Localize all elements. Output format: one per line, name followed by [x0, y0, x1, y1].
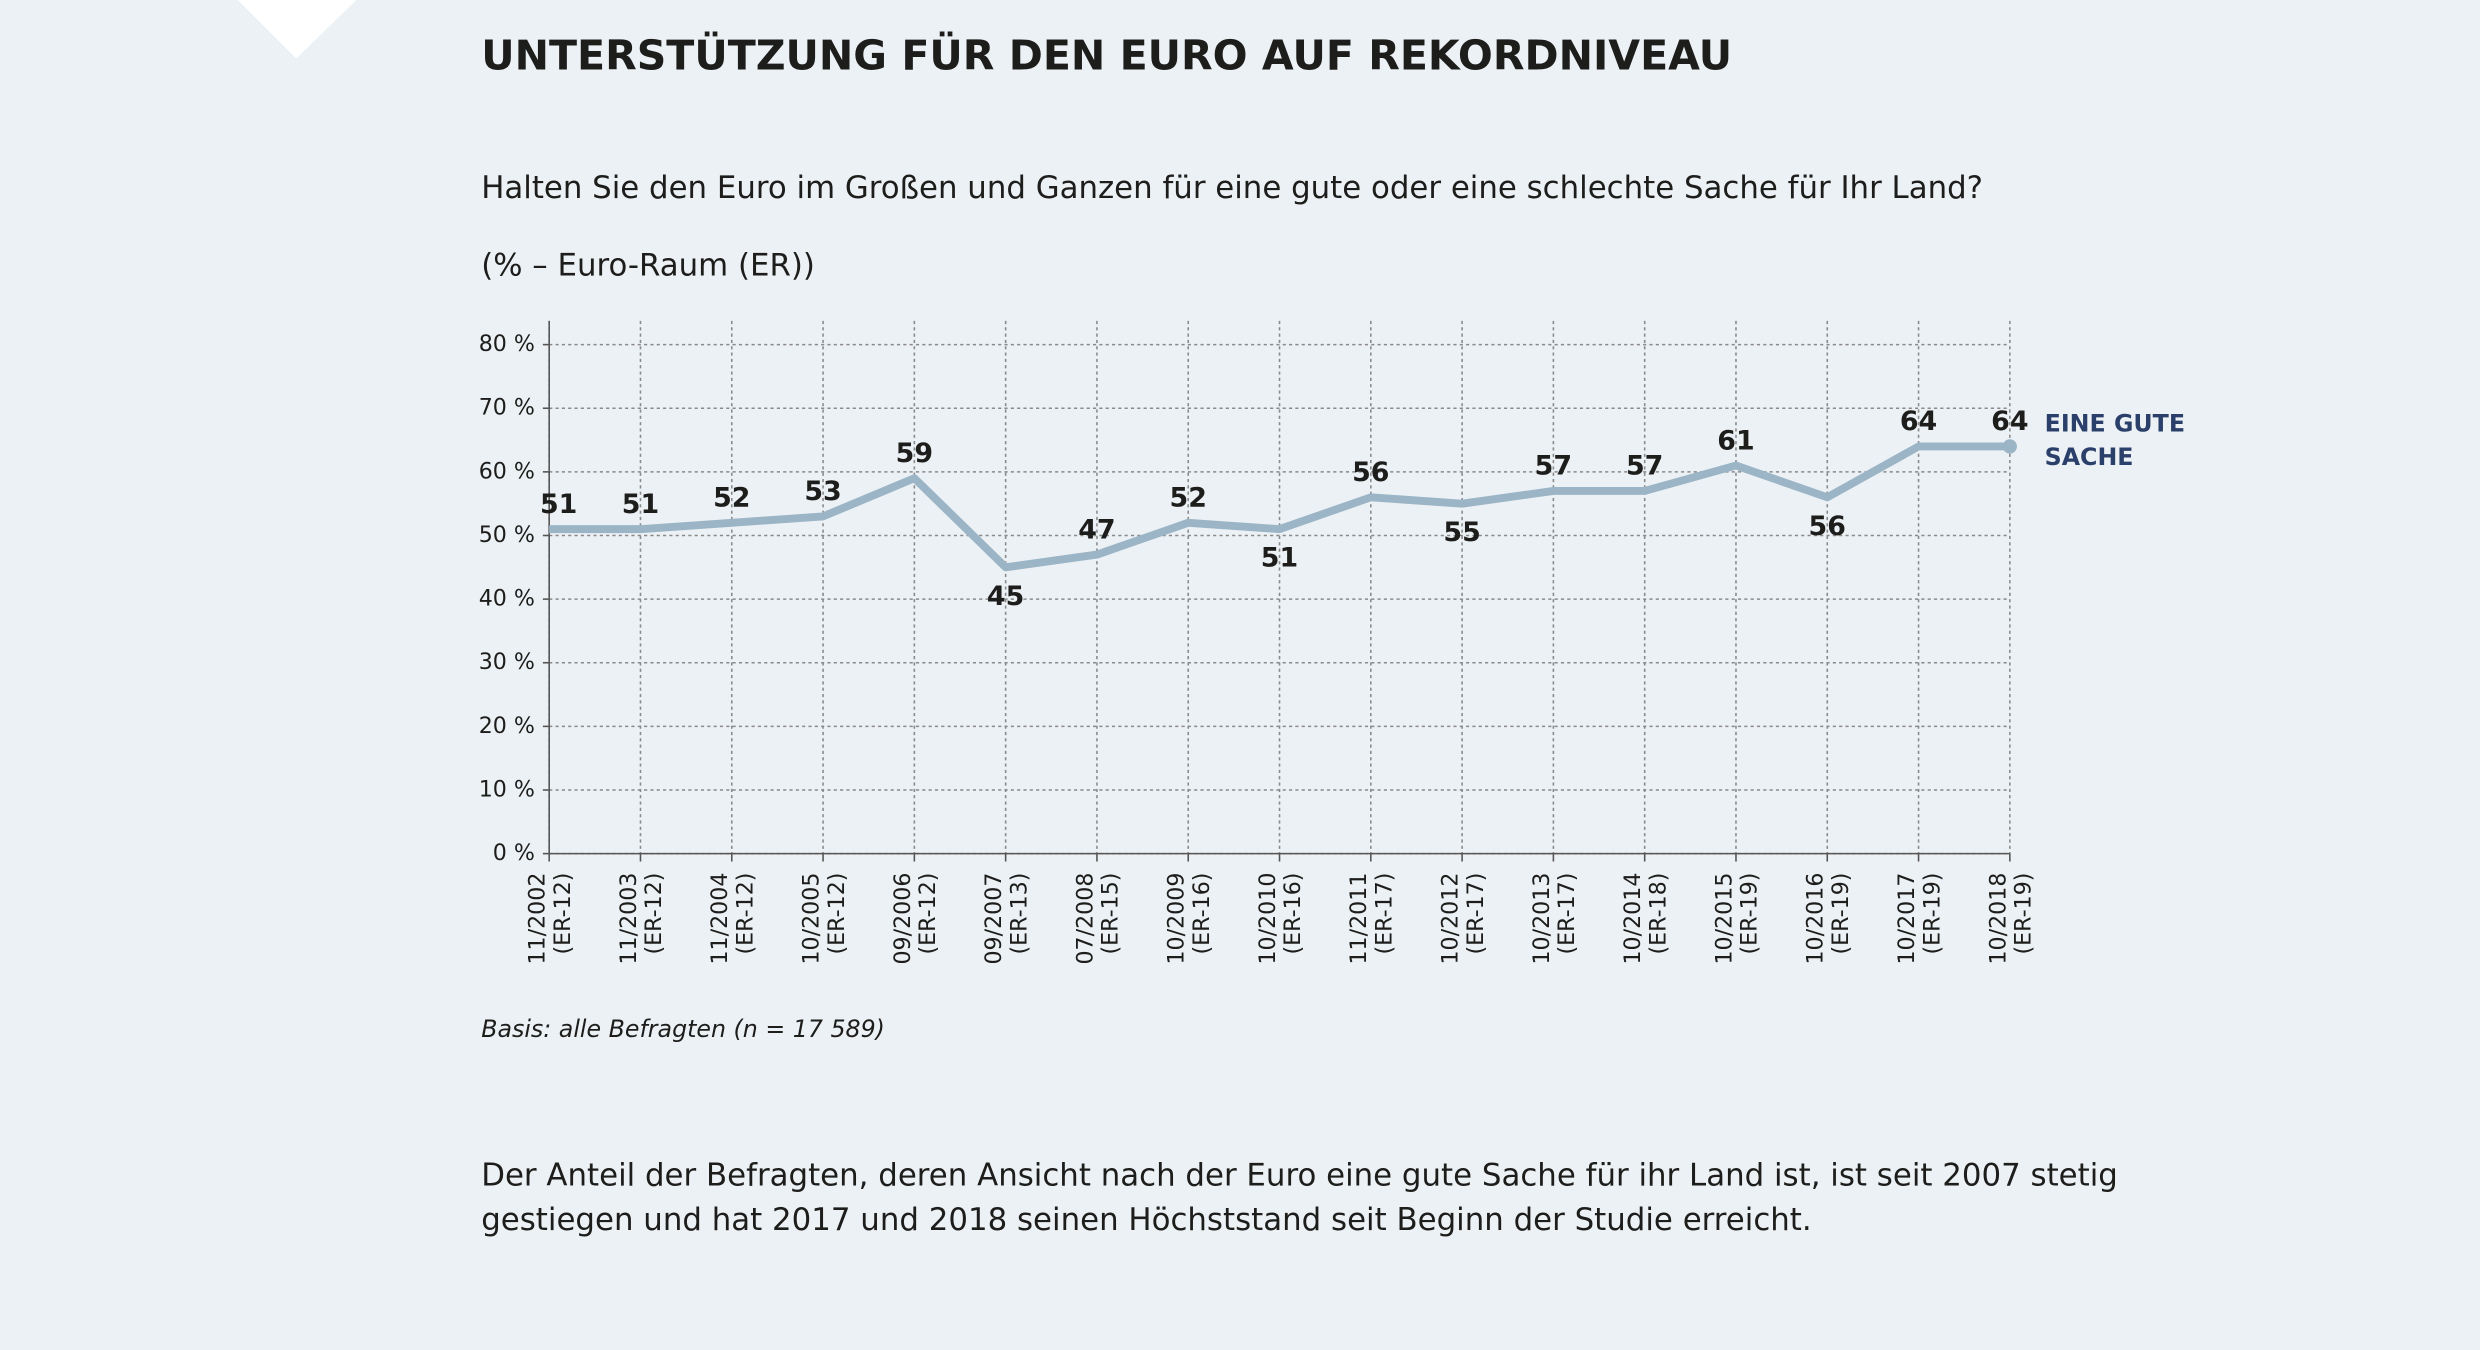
x-tick-label-line: (ER-18) — [1645, 873, 1671, 955]
data-label: 57 — [1535, 451, 1572, 482]
x-tick-label-line: (ER-16) — [1280, 873, 1306, 955]
unit-label: (% – Euro-Raum (ER)) — [481, 248, 815, 284]
x-tick-label: 10/2014 (ER-18) — [1620, 873, 1671, 965]
x-tick-label: 10/2009 (ER-16) — [1164, 873, 1215, 965]
y-tick-label: 40 % — [479, 586, 535, 612]
x-tick-label-line: (ER-19) — [2011, 873, 2037, 955]
x-tick-label: 09/2006 (ER-12) — [890, 873, 941, 965]
x-tick-label-line: 09/2006 — [890, 873, 916, 965]
x-tick-label-line: (ER-12) — [550, 873, 576, 955]
x-tick-label: 10/2015 (ER-19) — [1711, 873, 1762, 965]
x-tick-label-line: (ER-17) — [1554, 873, 1580, 955]
data-label: 51 — [622, 489, 659, 520]
x-tick-label: 10/2012 (ER-17) — [1438, 873, 1489, 965]
end-point — [2002, 439, 2017, 454]
data-label: 53 — [804, 476, 841, 507]
data-label: 55 — [1443, 517, 1480, 548]
x-tick-label-line: 10/2015 — [1711, 873, 1737, 965]
x-tick-label: 11/2004 (ER-12) — [707, 873, 758, 965]
x-tick-label-line: (ER-15) — [1098, 873, 1124, 955]
y-tick-label: 60 % — [479, 458, 535, 484]
y-tick-label: 10 % — [479, 777, 535, 803]
x-tick-label-line: (ER-12) — [641, 873, 667, 955]
data-label: 45 — [987, 581, 1024, 612]
x-tick-label: 10/2005 (ER-12) — [798, 873, 849, 965]
decoration — [237, 0, 357, 59]
y-tick-label: 20 % — [479, 713, 535, 739]
x-tick-label-line: 07/2008 — [1072, 873, 1098, 965]
data-label: 61 — [1717, 425, 1754, 456]
x-tick-label-line: (ER-17) — [1372, 873, 1398, 955]
data-label: 51 — [1261, 543, 1298, 574]
x-tick-label: 11/2002 (ER-12) — [525, 873, 576, 965]
x-tick-label-line: 10/2005 — [798, 873, 824, 965]
series-label: EINE GUTE SACHE — [2044, 410, 2186, 472]
x-tick-label-line: (ER-16) — [1189, 873, 1215, 955]
data-label: 56 — [1352, 457, 1389, 488]
x-tick-label-line: 10/2016 — [1803, 873, 1829, 965]
body-text-box: Der Anteil der Befragten, deren Ansicht … — [481, 1157, 2118, 1238]
x-tick-label-line: 10/2010 — [1255, 873, 1281, 965]
chart-title: UNTERSTÜTZUNG FÜR DEN EURO AUF REKORDNIV… — [481, 31, 1732, 79]
x-tick-label-line: 10/2018 — [1985, 873, 2011, 965]
series-label-box: EINE GUTE SACHE — [2044, 410, 2186, 472]
x-tick-label-line: (ER-19) — [1828, 873, 1854, 955]
data-label: 64 — [1900, 406, 1937, 437]
data-label: 57 — [1626, 451, 1663, 482]
x-tick-label-line: (ER-13) — [1006, 873, 1032, 955]
y-tick-label: 30 % — [479, 649, 535, 675]
x-tick-label-line: 10/2014 — [1620, 873, 1646, 965]
data-label: 64 — [1991, 406, 2028, 437]
y-tick-label: 0 % — [493, 840, 535, 866]
x-tick-label: 10/2016 (ER-19) — [1803, 873, 1854, 965]
series-line — [549, 442, 2010, 572]
x-tick-label-line: 10/2013 — [1529, 873, 1555, 965]
x-tick-label: 09/2007 (ER-13) — [981, 873, 1032, 965]
data-label: 52 — [713, 483, 750, 514]
x-tick-label: 10/2010 (ER-16) — [1255, 873, 1306, 965]
x-tick-label-line: 11/2002 — [525, 873, 551, 965]
x-tick-label-line: 09/2007 — [981, 873, 1007, 965]
x-tick-label-line: (ER-17) — [1463, 873, 1489, 955]
data-label: 56 — [1809, 511, 1846, 542]
x-tick-label-line: 11/2004 — [707, 873, 733, 965]
chart-subtitle: Halten Sie den Euro im Großen und Ganzen… — [481, 170, 1983, 206]
x-tick-label: 07/2008 (ER-15) — [1072, 873, 1123, 965]
body-text: Der Anteil der Befragten, deren Ansicht … — [481, 1157, 2118, 1238]
x-tick-label-line: 10/2009 — [1164, 873, 1190, 965]
data-label: 59 — [896, 438, 933, 469]
y-tick-label: 50 % — [479, 522, 535, 548]
data-label: 52 — [1170, 483, 1207, 514]
x-tick-label-line: 10/2012 — [1438, 873, 1464, 965]
x-tick-label-line: (ER-19) — [1737, 873, 1763, 955]
x-tick-label: 10/2013 (ER-17) — [1529, 873, 1580, 965]
x-tick-label-line: 11/2003 — [616, 873, 642, 965]
x-tick-label: 11/2011 (ER-17) — [1346, 873, 1397, 965]
note: Basis: alle Befragten (n = 17 589) — [481, 1015, 885, 1043]
data-label: 47 — [1078, 514, 1115, 545]
x-tick-label-line: 11/2011 — [1346, 873, 1372, 965]
x-tick-label: 10/2017 (ER-19) — [1894, 873, 1945, 965]
x-tick-label-line: (ER-12) — [824, 873, 850, 955]
x-tick-label: 11/2003 (ER-12) — [616, 873, 667, 965]
x-tick-label-line: (ER-19) — [1919, 873, 1945, 955]
x-tick-label-line: 10/2017 — [1894, 873, 1920, 965]
x-tick-label: 10/2018 (ER-19) — [1985, 873, 2036, 965]
y-tick-label: 80 % — [479, 331, 535, 357]
x-tick-label-line: (ER-12) — [733, 873, 759, 955]
x-tick-label-line: (ER-12) — [915, 873, 941, 955]
data-label: 51 — [540, 489, 577, 520]
y-tick-label: 70 % — [479, 395, 535, 421]
plot: 0 % 10 % 20 % 30 % 40 % 50 % 60 % 70 % 80 % 11/20… — [479, 320, 2186, 965]
